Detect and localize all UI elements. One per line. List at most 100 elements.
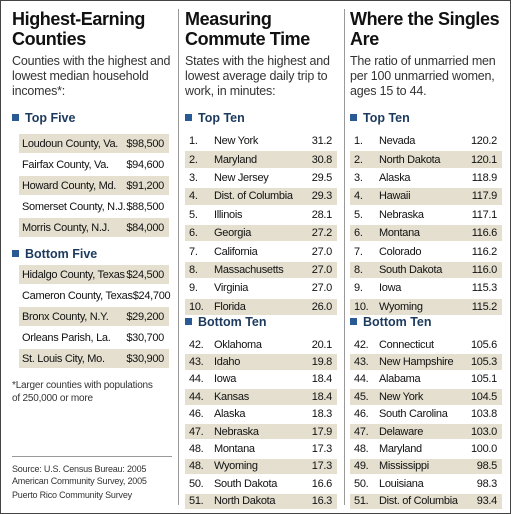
rank: 10. bbox=[189, 300, 204, 313]
name: Maryland bbox=[379, 443, 422, 456]
table-row: 5. Illinois 28.1 bbox=[185, 207, 337, 223]
value: 116.2 bbox=[471, 245, 498, 258]
rank: 44. bbox=[189, 390, 204, 403]
name: South Carolina bbox=[379, 408, 448, 421]
rank: 43. bbox=[354, 356, 369, 369]
name: New Jersey bbox=[214, 171, 269, 184]
rank: 6. bbox=[189, 227, 198, 240]
table-row: 51. North Dakota 16.3 bbox=[185, 493, 337, 509]
source: Source: U.S. Census Bureau: 2005 America… bbox=[12, 464, 147, 486]
value: 28.1 bbox=[311, 208, 333, 221]
value: 27.2 bbox=[311, 227, 333, 240]
name: Wyoming bbox=[379, 300, 423, 313]
name: Idaho bbox=[214, 356, 241, 369]
name: Somerset County, N.J. bbox=[22, 200, 126, 213]
table-row: Hidalgo County, Texas $24,500 bbox=[19, 265, 169, 284]
name: Illinois bbox=[214, 208, 243, 221]
value: 98.3 bbox=[476, 477, 498, 490]
name: Oklahoma bbox=[214, 338, 262, 351]
section-heading: Top Five bbox=[12, 111, 75, 125]
name: Alaska bbox=[214, 408, 246, 421]
divider bbox=[344, 9, 345, 505]
rank: 48. bbox=[189, 443, 204, 456]
table-row: 7. Colorado 116.2 bbox=[350, 243, 502, 259]
table-row: 51. Dist. of Columbia 93.4 bbox=[350, 493, 502, 509]
value: 100.0 bbox=[470, 443, 497, 456]
rank: 7. bbox=[189, 245, 198, 258]
value: 116.6 bbox=[471, 227, 498, 240]
value: 103.8 bbox=[470, 408, 497, 421]
name: Bronx County, N.Y. bbox=[22, 310, 109, 323]
value: 17.3 bbox=[311, 443, 333, 456]
subtitle: States with the highest and lowest avera… bbox=[185, 54, 330, 98]
name: Hawaii bbox=[379, 190, 411, 203]
rank: 50. bbox=[354, 477, 369, 490]
rank: 42. bbox=[189, 338, 204, 351]
table-row: St. Louis City, Mo. $30,900 bbox=[19, 349, 169, 368]
value: 105.3 bbox=[470, 356, 497, 369]
table-row: 7. California 27.0 bbox=[185, 243, 337, 259]
name: Montana bbox=[379, 227, 420, 240]
value: 118.9 bbox=[471, 171, 498, 184]
divider bbox=[178, 9, 179, 505]
value: $29,200 bbox=[126, 310, 164, 323]
name: Orleans Parish, La. bbox=[22, 331, 111, 344]
table-row: 10. Wyoming 115.2 bbox=[350, 298, 502, 315]
table-row: 47. Delaware 103.0 bbox=[350, 424, 502, 440]
name: Alaska bbox=[379, 171, 411, 184]
table-row: 3. Alaska 118.9 bbox=[350, 170, 502, 186]
table-row: 3. New Jersey 29.5 bbox=[185, 170, 337, 186]
table-row: 50. South Dakota 16.6 bbox=[185, 476, 337, 491]
name: Maryland bbox=[214, 153, 257, 166]
name: Massachusetts bbox=[214, 263, 284, 276]
rank: 43. bbox=[189, 356, 204, 369]
table-row: 44. Iowa 18.4 bbox=[185, 372, 337, 387]
name: South Dakota bbox=[214, 477, 278, 490]
table-row: 48. Maryland 100.0 bbox=[350, 441, 502, 456]
section-heading: Top Ten bbox=[350, 111, 410, 125]
name: Florida bbox=[214, 300, 246, 313]
value: 16.6 bbox=[311, 477, 333, 490]
table-row: 2. North Dakota 120.1 bbox=[350, 151, 502, 168]
value: 18.4 bbox=[311, 390, 333, 403]
value: $94,600 bbox=[126, 158, 164, 171]
value: $24,700 bbox=[132, 289, 171, 302]
value: $30,700 bbox=[126, 331, 164, 344]
table-row: 42. Connecticut 105.6 bbox=[350, 337, 502, 352]
table-row: 2. Maryland 30.8 bbox=[185, 151, 337, 168]
table-row: 9. Virginia 27.0 bbox=[185, 280, 337, 296]
value: $88,500 bbox=[126, 200, 164, 213]
rank: 47. bbox=[354, 425, 369, 438]
name: South Dakota bbox=[379, 263, 443, 276]
name: Connecticut bbox=[379, 338, 434, 351]
name: Cameron County, Texas bbox=[22, 289, 133, 302]
table-row: Loudoun County, Va. $98,500 bbox=[19, 134, 169, 153]
rank: 2. bbox=[354, 153, 363, 166]
value: 27.0 bbox=[311, 282, 333, 295]
name: Mississippi bbox=[379, 460, 429, 473]
name: Louisiana bbox=[379, 477, 424, 490]
table-row: 44. Alabama 105.1 bbox=[350, 372, 502, 387]
name: New York bbox=[379, 390, 424, 403]
value: 105.6 bbox=[470, 338, 497, 351]
table-row: 45. New York 104.5 bbox=[350, 389, 502, 405]
rank: 4. bbox=[354, 190, 363, 203]
value: 19.8 bbox=[311, 356, 333, 369]
title: Measuring Commute Time bbox=[185, 9, 310, 49]
table-row: Fairfax County, Va. $94,600 bbox=[19, 155, 169, 174]
value: 16.3 bbox=[311, 495, 333, 508]
table-row: 1. Nevada 120.2 bbox=[350, 133, 502, 149]
name: St. Louis City, Mo. bbox=[22, 352, 105, 365]
name: Kansas bbox=[214, 390, 249, 403]
name: Nebraska bbox=[214, 425, 259, 438]
name: Howard County, Md. bbox=[22, 179, 117, 192]
table-row: 42. Oklahoma 20.1 bbox=[185, 337, 337, 352]
name: Fairfax County, Va. bbox=[22, 158, 109, 171]
rank: 46. bbox=[189, 408, 204, 421]
rank: 48. bbox=[354, 443, 369, 456]
name: Dist. of Columbia bbox=[379, 495, 458, 508]
value: 26.0 bbox=[311, 300, 333, 313]
rank: 50. bbox=[189, 477, 204, 490]
title: Where the Singles Are bbox=[350, 9, 500, 49]
subtitle: The ratio of unmarried men per 100 unmar… bbox=[350, 54, 496, 98]
